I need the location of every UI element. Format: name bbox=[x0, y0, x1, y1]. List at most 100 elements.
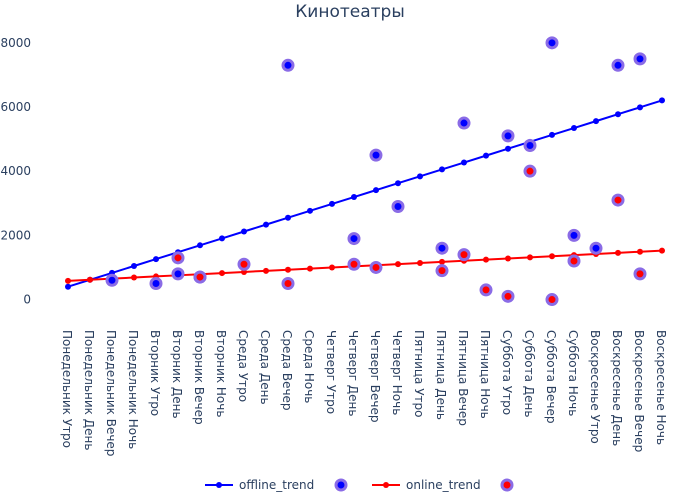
scatter-point bbox=[633, 267, 647, 281]
trend-marker bbox=[483, 152, 489, 159]
scatter-point bbox=[589, 241, 603, 255]
trend-marker bbox=[637, 104, 643, 111]
trend-marker bbox=[329, 264, 335, 271]
trend-marker bbox=[373, 187, 379, 194]
trend-marker bbox=[285, 266, 291, 273]
trend-marker bbox=[461, 159, 467, 166]
x-tick-label: Суббота Ночь bbox=[566, 330, 580, 416]
trend-line-online_trend bbox=[67, 249, 663, 282]
scatter-point bbox=[193, 270, 207, 284]
legend-item[interactable]: offline_trend bbox=[205, 478, 314, 492]
trend-marker bbox=[615, 249, 621, 256]
x-tick-label: Пятница Ночь bbox=[478, 330, 492, 419]
scatter-point bbox=[149, 276, 163, 290]
trend-marker bbox=[483, 256, 489, 263]
trend-marker bbox=[219, 270, 225, 277]
trend-marker bbox=[307, 265, 313, 272]
trend-marker bbox=[241, 228, 247, 235]
legend[interactable]: offline_trend online_trend bbox=[205, 478, 514, 492]
legend-item[interactable] bbox=[334, 478, 348, 492]
x-tick-label: Пятница День bbox=[434, 330, 448, 420]
scatter-point bbox=[633, 52, 647, 66]
legend-marker bbox=[383, 482, 389, 488]
x-tick-label: Пятница Утро bbox=[412, 330, 426, 417]
scatter-point bbox=[105, 273, 119, 287]
trend-marker bbox=[285, 214, 291, 221]
x-tick-label: Среда День bbox=[258, 330, 272, 405]
x-axis: Понедельник Утро Понедельник День Понедель… bbox=[60, 330, 668, 456]
trend-marker bbox=[263, 221, 269, 228]
scatter-point bbox=[237, 257, 251, 271]
scatter-point bbox=[281, 58, 295, 72]
scatter-point bbox=[545, 36, 559, 50]
trend-marker bbox=[505, 145, 511, 152]
x-tick-label: Воскресенье Вечер bbox=[632, 330, 646, 452]
trend-marker bbox=[615, 111, 621, 118]
legend-item[interactable]: online_trend bbox=[372, 478, 481, 492]
scatter-point bbox=[479, 283, 493, 297]
x-tick-label: Суббота Утро bbox=[500, 330, 514, 415]
x-tick-label: Вторник Ночь bbox=[214, 330, 228, 417]
scatter-point bbox=[391, 199, 405, 213]
y-tick-label: 2000 bbox=[0, 228, 31, 242]
trend-marker bbox=[87, 276, 93, 283]
trend-marker bbox=[549, 131, 555, 138]
x-tick-label: Вторник Вечер bbox=[192, 330, 206, 425]
trend-marker bbox=[263, 267, 269, 274]
trend-marker bbox=[395, 180, 401, 187]
scatter-point bbox=[567, 228, 581, 242]
x-tick-label: Среда Ночь bbox=[302, 330, 316, 403]
trend-marker bbox=[417, 259, 423, 266]
trend-marker bbox=[153, 256, 159, 263]
y-tick-label: 0 bbox=[23, 293, 31, 307]
y-tick-label: 8000 bbox=[0, 36, 31, 50]
x-tick-label: Воскресенье Утро bbox=[588, 330, 602, 444]
x-tick-label: Суббота День bbox=[522, 330, 536, 417]
x-tick-label: Понедельник День bbox=[82, 330, 96, 450]
x-tick-label: Понедельник Вечер bbox=[104, 330, 118, 456]
scatter-point bbox=[611, 193, 625, 207]
x-tick-label: Вторник Утро bbox=[148, 330, 162, 416]
x-tick-label: Понедельник Утро bbox=[60, 330, 74, 448]
scatter-point bbox=[523, 164, 537, 178]
legend-label: offline_trend bbox=[239, 478, 314, 492]
legend-marker bbox=[216, 482, 222, 488]
trend-marker bbox=[395, 261, 401, 268]
scatter-point bbox=[171, 267, 185, 281]
trend-marker bbox=[593, 118, 599, 125]
x-tick-label: Четверг Ночь bbox=[390, 330, 404, 415]
trend-marker bbox=[505, 255, 511, 262]
x-tick-label: Среда Вечер bbox=[280, 330, 294, 411]
trend-marker bbox=[439, 166, 445, 173]
y-tick-label: 6000 bbox=[0, 100, 31, 114]
scatter-point bbox=[545, 293, 559, 307]
trend-marker bbox=[131, 263, 137, 270]
x-tick-label: Суббота Вечер bbox=[544, 330, 558, 424]
legend-scatter-swatch bbox=[334, 478, 348, 492]
trend-marker bbox=[571, 125, 577, 132]
scatter-point bbox=[171, 251, 185, 265]
x-tick-label: Воскресенье День bbox=[610, 330, 624, 446]
trend-marker bbox=[439, 258, 445, 265]
trend-marker bbox=[659, 97, 665, 104]
trend-line-offline_trend bbox=[67, 99, 663, 288]
trend-marker bbox=[219, 235, 225, 242]
scatter-point bbox=[435, 264, 449, 278]
trend-marker bbox=[197, 242, 203, 249]
scatter-point bbox=[347, 257, 361, 271]
x-tick-label: Среда Утро bbox=[236, 330, 250, 402]
x-tick-label: Четверг День bbox=[346, 330, 360, 416]
legend-item[interactable] bbox=[500, 478, 514, 492]
plot-area bbox=[65, 36, 665, 307]
y-tick-label: 4000 bbox=[0, 164, 31, 178]
trend-marker bbox=[65, 283, 71, 290]
scatter-point bbox=[567, 254, 581, 268]
x-tick-label: Четверг Утро bbox=[324, 330, 338, 414]
trend-marker bbox=[637, 248, 643, 255]
trend-marker bbox=[307, 207, 313, 214]
trend-marker bbox=[65, 277, 71, 284]
scatter-point bbox=[369, 260, 383, 274]
scatter-point bbox=[457, 116, 471, 130]
trend-marker bbox=[549, 253, 555, 260]
